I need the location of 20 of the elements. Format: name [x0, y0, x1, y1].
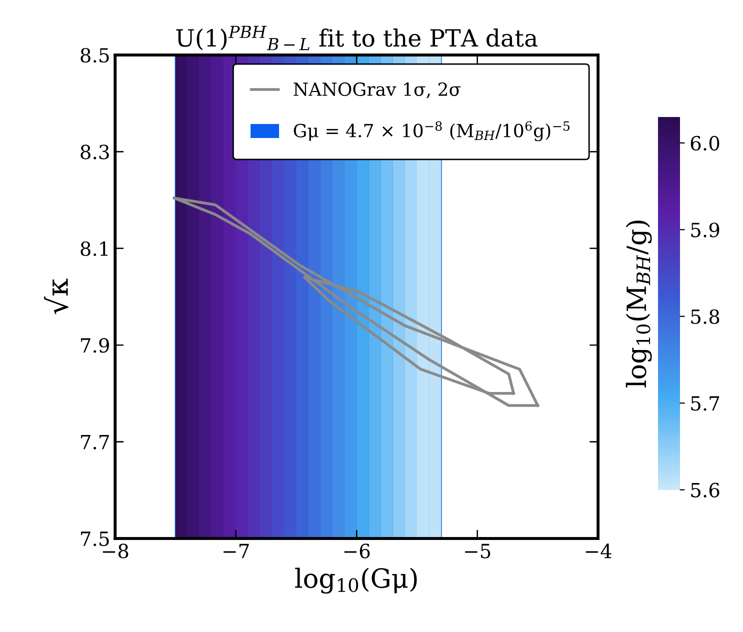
color-bar-label: 5.8 [691, 309, 720, 324]
color-bar-label: 5.6 [691, 482, 720, 498]
chart-title: U(1)$^{PBH}$$_{B−L}$ fit to the PTA data [176, 26, 538, 50]
y-tick-label: 7.7 [81, 434, 109, 450]
x-tick-label: −4 [586, 544, 612, 558]
y-tick-label: 8.5 [80, 48, 109, 63]
color-bar-label: 5.9 [691, 222, 720, 238]
x-axis-title: log$_{10}$(Gμ) [295, 568, 417, 594]
color-bar-title: log$_{10}$(M$_{BH}$/g) [626, 220, 652, 388]
color-bar-label: 5.7 [691, 396, 720, 411]
x-tick-label: −6 [344, 544, 370, 558]
band-label: Gμ = 4.7 × 10$^{−8}$ (M$_{BH}$/10$^{6}$g)$^{−5}$ [294, 121, 570, 142]
legend-label: NANOGrav 1σ, 2σ [294, 82, 461, 98]
x-tick-label: −5 [465, 544, 490, 558]
y-axis-title: √κ [44, 278, 68, 314]
color-bar-label: 6.0 [690, 136, 720, 151]
x-tick-label: −7 [224, 544, 249, 558]
y-tick-label: 8.1 [80, 241, 108, 256]
y-tick-label: 7.9 [81, 338, 109, 353]
y-tick-label: 8.3 [80, 144, 109, 160]
